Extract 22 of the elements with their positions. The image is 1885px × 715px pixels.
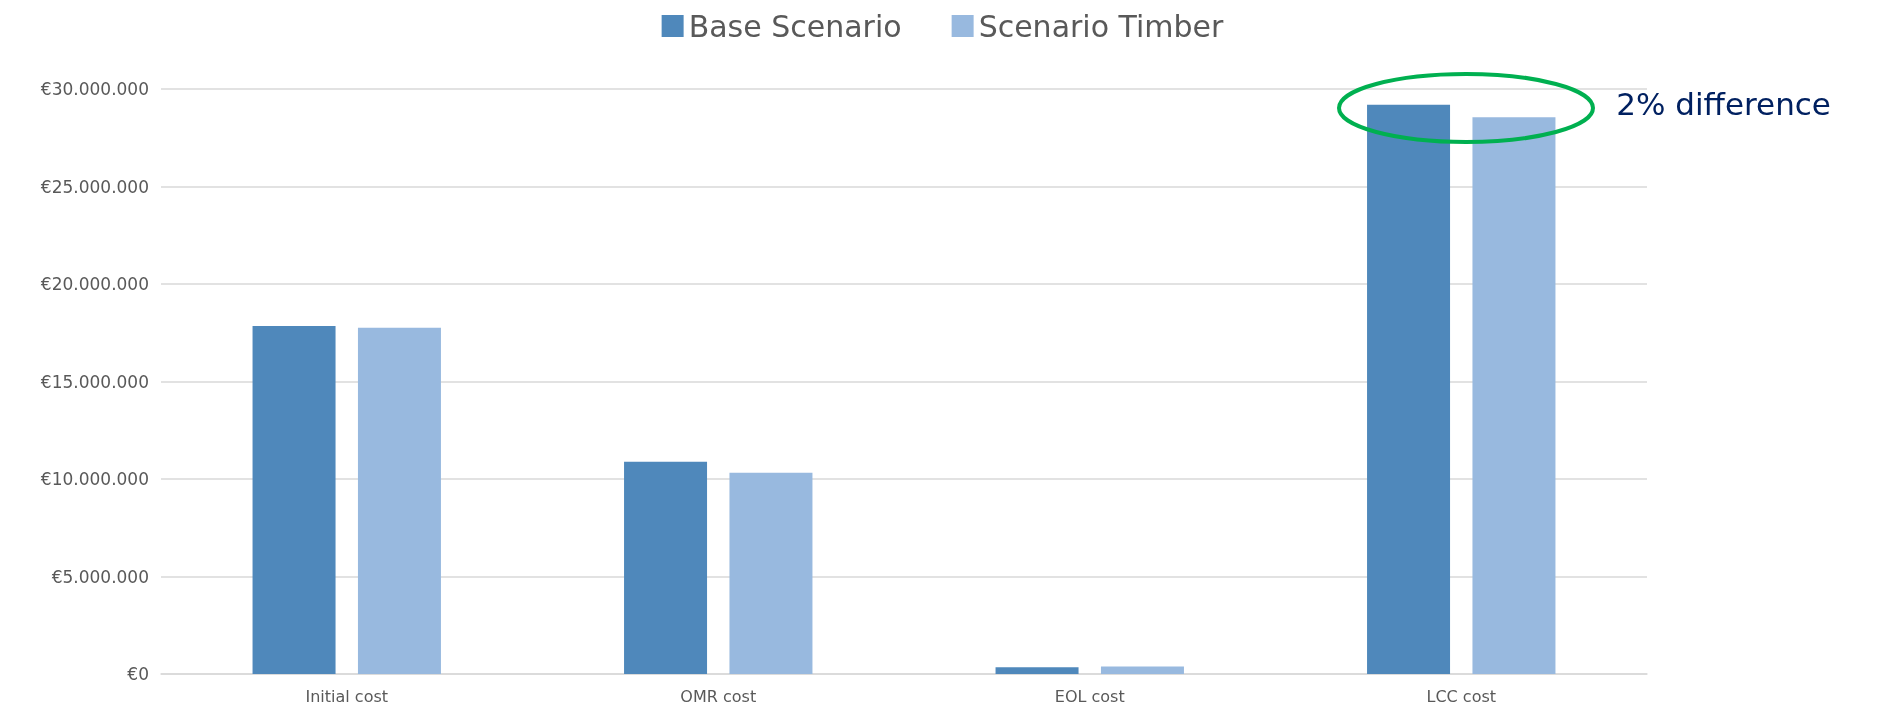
x-tick-label: OMR cost: [680, 686, 757, 706]
bar: [252, 325, 336, 674]
x-tick-label: LCC cost: [1426, 686, 1497, 706]
annotation: 2% difference: [1616, 86, 1831, 123]
y-tick-label: €15.000.000: [40, 371, 149, 392]
bar: [729, 472, 813, 674]
x-tick-label: EOL cost: [1054, 686, 1125, 706]
bar: [995, 667, 1079, 674]
y-tick-label: €25.000.000: [40, 176, 149, 197]
legend-label: Scenario Timber: [978, 8, 1225, 44]
y-tick-label: €30.000.000: [40, 79, 149, 99]
bar: [1472, 117, 1556, 674]
legend-label: Base Scenario: [688, 8, 902, 44]
bar: [357, 327, 441, 674]
y-tick-label: €5.000.000: [51, 566, 149, 587]
y-tick-label: €20.000.000: [40, 274, 149, 294]
y-tick-label: €10.000.000: [40, 469, 149, 489]
bar: [624, 461, 708, 674]
x-tick-label: Initial cost: [305, 686, 389, 706]
bar: [1100, 666, 1184, 674]
y-tick-label: €0: [127, 664, 149, 684]
bar: [1367, 104, 1451, 674]
